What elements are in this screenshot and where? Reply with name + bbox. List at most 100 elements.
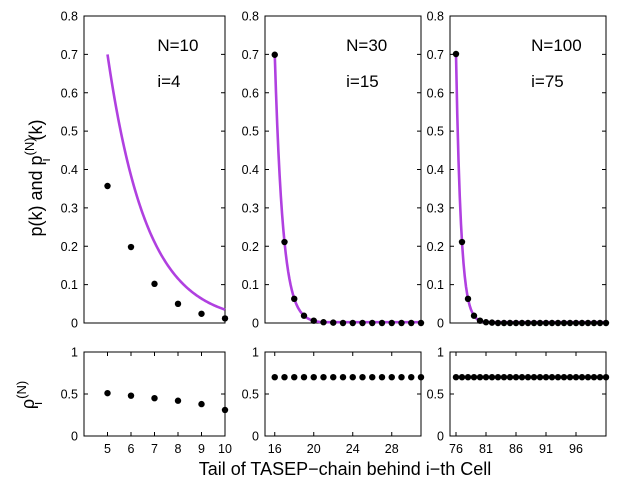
ytick-label-top-right-0: 0 [437, 317, 444, 331]
point-bottom-right-20 [572, 374, 580, 381]
ytick-label-top-right-2: 0.2 [427, 240, 444, 254]
ytick-label-top-middle-4: 0.4 [242, 163, 259, 177]
point-top-right-13 [530, 319, 538, 327]
annotation-top-middle-0: N=30 [346, 36, 387, 55]
point-top-right-18 [560, 319, 568, 327]
xtick-label-bottom-left-5: 10 [218, 442, 232, 456]
point-bottom-middle-15 [417, 374, 425, 381]
xtick-label-bottom-right-0: 76 [449, 442, 463, 456]
xtick-label-bottom-right-1: 81 [479, 442, 493, 456]
ytick-label-top-right-4: 0.4 [427, 163, 444, 177]
axes-box-bottom-right [449, 351, 607, 437]
point-bottom-middle-10 [369, 374, 376, 381]
ytick-label-top-middle-3: 0.3 [242, 201, 259, 215]
xtick-label-bottom-middle-3: 28 [385, 442, 399, 456]
point-top-middle-5 [320, 319, 327, 326]
ytick-label-top-middle-7: 0.7 [242, 48, 259, 62]
annotation-top-left-0: N=10 [157, 36, 198, 55]
point-top-right-11 [518, 319, 526, 327]
axes-box-top-left [83, 15, 226, 324]
ytick-label-bottom-middle-0: 0 [252, 430, 259, 444]
point-top-middle-14 [408, 319, 415, 327]
point-bottom-right-18 [560, 374, 568, 381]
top-ylabel-main: p(k) and p [26, 155, 46, 236]
point-top-middle-12 [388, 319, 395, 327]
panel-top-right: 0 0.1 0.2 0.3 0.4 0.5 0.6 0.7 0.8 N=100 i=75 [427, 10, 610, 331]
point-top-right-24 [596, 319, 604, 327]
top-ylabel-sup: (N) [22, 137, 37, 155]
point-bottom-right-22 [584, 374, 592, 381]
bottom-ylabel: ρ(N)i [14, 381, 45, 409]
point-bottom-right-4 [476, 374, 484, 381]
ytick-label-top-middle-5: 0.5 [242, 125, 259, 139]
ytick-label-top-right-3: 0.3 [427, 201, 444, 215]
ytick-label-top-left-1: 0.1 [61, 278, 78, 292]
point-bottom-right-3 [470, 374, 478, 381]
ytick-label-bottom-right-0: 0 [437, 430, 444, 444]
point-bottom-middle-14 [408, 374, 415, 381]
point-bottom-right-23 [590, 374, 598, 381]
point-bottom-middle-13 [398, 374, 405, 381]
point-top-left-0 [104, 182, 111, 190]
xtick-label-bottom-middle-1: 20 [307, 442, 321, 456]
annotation-top-middle-1: i=15 [346, 72, 379, 91]
point-bottom-right-14 [536, 374, 544, 381]
point-top-right-8 [500, 319, 508, 327]
figure-xlabel: Tail of TASEP−chain behind i−th Cell [199, 459, 492, 479]
point-top-right-12 [524, 319, 532, 327]
xtick-label-bottom-middle-2: 24 [346, 442, 360, 456]
ytick-label-top-left-4: 0.4 [61, 163, 78, 177]
ytick-label-top-left-8: 0.8 [61, 10, 78, 24]
point-bottom-right-2 [464, 374, 472, 381]
point-bottom-right-0 [452, 374, 460, 381]
ytick-label-top-left-2: 0.2 [61, 240, 78, 254]
panels: 00.10.20.30.40.50.60.70.8N=10i=400.10.20… [61, 10, 610, 456]
top-ylabel-tail: (k) [26, 120, 46, 141]
point-top-middle-10 [369, 319, 376, 327]
ytick-label-bottom-left-2: 1 [71, 346, 78, 360]
point-top-left-2 [151, 280, 158, 288]
ytick-label-top-right-5: 0.5 [427, 125, 444, 139]
point-top-right-3 [470, 312, 478, 319]
point-top-right-4 [476, 317, 484, 324]
xtick-label-bottom-middle-0: 16 [268, 442, 282, 456]
curve-top-middle [273, 54, 421, 324]
ytick-label-bottom-right-1: 0.5 [427, 388, 444, 402]
point-top-middle-9 [359, 319, 366, 327]
point-bottom-right-13 [530, 374, 538, 381]
point-top-right-23 [590, 319, 598, 327]
point-top-middle-11 [378, 319, 386, 327]
ytick-label-top-middle-8: 0.8 [242, 10, 259, 24]
point-bottom-left-0 [104, 389, 111, 397]
point-bottom-right-15 [542, 374, 550, 381]
ytick-label-top-left-5: 0.5 [61, 125, 78, 139]
xtick-label-bottom-left-2: 7 [151, 442, 158, 456]
ytick-label-top-middle-0: 0 [252, 317, 259, 331]
point-top-right-6 [488, 319, 496, 326]
panel-top-left: 0 0.1 0.2 0.3 0.4 0.5 0.6 0.7 0.8 N=10 i=4 [61, 10, 229, 331]
point-bottom-left-3 [174, 397, 182, 404]
point-top-middle-13 [398, 319, 405, 327]
point-top-left-3 [174, 300, 182, 308]
ytick-label-bottom-middle-2: 1 [252, 346, 259, 360]
axes-box-top-right [449, 15, 607, 324]
ytick-label-top-left-3: 0.3 [61, 201, 78, 215]
bottom-ylabel-sup: (N) [14, 381, 29, 399]
point-top-right-15 [542, 319, 550, 327]
panel-bottom-right: 0 0.5 1 76 81 86 91 96 [427, 346, 610, 456]
point-bottom-middle-11 [378, 374, 386, 381]
ytick-label-bottom-right-2: 1 [437, 346, 444, 360]
point-bottom-middle-5 [320, 374, 327, 381]
point-bottom-middle-2 [291, 374, 298, 381]
ytick-label-top-left-0: 0 [71, 317, 78, 331]
point-bottom-middle-6 [330, 374, 337, 381]
point-top-middle-15 [417, 319, 425, 327]
xtick-label-bottom-right-3: 91 [539, 442, 553, 456]
ytick-label-top-right-8: 0.8 [427, 10, 444, 24]
point-top-right-9 [506, 319, 514, 327]
point-bottom-middle-7 [339, 374, 347, 381]
point-top-middle-1 [281, 238, 288, 246]
point-top-middle-4 [310, 317, 317, 324]
curve-top-left [106, 54, 226, 311]
